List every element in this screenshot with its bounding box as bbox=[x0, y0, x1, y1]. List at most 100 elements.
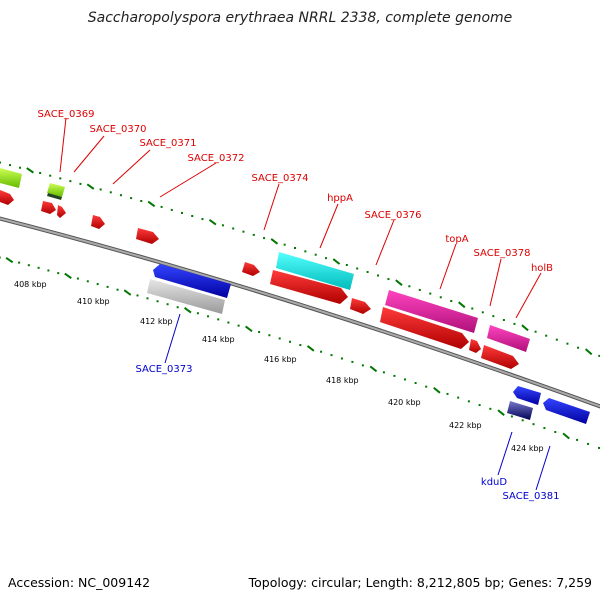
label-SACE_0381[interactable]: SACE_0381 bbox=[503, 491, 560, 502]
gene-lime[interactable] bbox=[47, 183, 65, 197]
gene-topA[interactable] bbox=[385, 290, 478, 333]
minor-tick bbox=[217, 318, 220, 321]
minor-tick bbox=[69, 180, 72, 183]
major-tick bbox=[208, 218, 217, 226]
minor-tick bbox=[227, 321, 230, 324]
label-SACE_0370[interactable]: SACE_0370 bbox=[90, 124, 147, 135]
minor-tick bbox=[439, 296, 442, 299]
minor-tick bbox=[130, 197, 133, 200]
label-SACE_0369[interactable]: SACE_0369 bbox=[38, 109, 95, 120]
minor-tick bbox=[532, 423, 535, 426]
gene-arrow[interactable] bbox=[0, 190, 14, 205]
minor-tick bbox=[146, 297, 149, 300]
label-hppA[interactable]: hppA bbox=[327, 193, 353, 204]
minor-tick bbox=[377, 274, 380, 277]
label-topA[interactable]: topA bbox=[445, 234, 468, 245]
scale-label: 410 kbp bbox=[77, 297, 110, 306]
major-tick bbox=[458, 301, 466, 309]
minor-tick bbox=[304, 250, 307, 253]
gene-holB[interactable] bbox=[487, 325, 530, 352]
minor-tick bbox=[576, 438, 579, 441]
gene-SACE_0381[interactable] bbox=[543, 398, 590, 424]
minor-tick bbox=[268, 334, 271, 337]
major-tick bbox=[270, 238, 279, 245]
minor-tick bbox=[18, 261, 21, 264]
gene-SACE_0373[interactable] bbox=[153, 264, 231, 298]
minor-tick bbox=[176, 306, 179, 309]
major-tick bbox=[332, 258, 341, 265]
leader-lines bbox=[59, 117, 551, 491]
label-SACE_0373[interactable]: SACE_0373 bbox=[136, 364, 193, 375]
minor-tick bbox=[382, 371, 385, 374]
minor-tick bbox=[566, 342, 569, 345]
minor-tick bbox=[37, 266, 40, 269]
minor-tick bbox=[283, 243, 286, 246]
minor-tick bbox=[57, 272, 60, 275]
minor-tick bbox=[457, 396, 460, 399]
minor-tick bbox=[263, 237, 266, 240]
minor-tick bbox=[577, 346, 580, 349]
major-tick bbox=[245, 325, 253, 333]
minor-tick bbox=[330, 354, 333, 357]
major-tick bbox=[147, 200, 156, 208]
minor-tick bbox=[408, 285, 411, 288]
major-tick bbox=[64, 272, 72, 279]
accession-text: Accession: NC_009142 bbox=[8, 575, 151, 590]
minor-tick bbox=[471, 307, 474, 310]
minor-tick bbox=[387, 278, 390, 281]
gene-arrow[interactable] bbox=[270, 270, 348, 304]
gene-grey[interactable] bbox=[147, 279, 225, 314]
minor-tick bbox=[79, 182, 82, 185]
minor-tick bbox=[140, 200, 143, 202]
minor-tick bbox=[361, 364, 364, 367]
gene-arrow[interactable] bbox=[41, 201, 56, 214]
gene-arrow[interactable] bbox=[481, 345, 519, 369]
minor-tick bbox=[294, 247, 296, 249]
minor-tick bbox=[521, 419, 524, 422]
label-SACE_0376[interactable]: SACE_0376 bbox=[365, 210, 422, 221]
gene-hppA[interactable] bbox=[276, 252, 354, 290]
label-holB[interactable]: holB bbox=[531, 263, 553, 274]
label-SACE_0374[interactable]: SACE_0374 bbox=[252, 173, 309, 184]
label-SACE_0371[interactable]: SACE_0371 bbox=[140, 138, 197, 149]
minor-tick bbox=[513, 322, 516, 325]
gene-arrow[interactable] bbox=[57, 205, 66, 218]
minor-tick bbox=[166, 303, 169, 306]
gene-labels: SACE_0369 SACE_0370 SACE_0371 SACE_0372 … bbox=[38, 109, 560, 502]
gene-arrow[interactable] bbox=[91, 215, 105, 229]
label-SACE_0372[interactable]: SACE_0372 bbox=[188, 153, 245, 164]
gene-arrow[interactable] bbox=[242, 262, 260, 276]
minor-tick bbox=[76, 277, 79, 280]
label-kduD[interactable]: kduD bbox=[481, 477, 507, 488]
scale-label: 420 kbp bbox=[388, 398, 421, 407]
scale-label: 416 kbp bbox=[264, 355, 297, 364]
minor-tick bbox=[258, 331, 261, 334]
minor-tick bbox=[96, 283, 99, 286]
major-tick bbox=[123, 289, 132, 296]
minor-tick bbox=[478, 404, 481, 407]
minor-tick bbox=[314, 253, 317, 256]
minor-tick bbox=[467, 400, 470, 403]
gene-lime[interactable] bbox=[0, 168, 22, 188]
minor-tick bbox=[109, 191, 112, 194]
major-tick bbox=[521, 324, 529, 332]
gene-arrow[interactable] bbox=[469, 339, 481, 353]
gene-arrow[interactable] bbox=[136, 228, 159, 244]
minor-tick bbox=[196, 312, 199, 315]
scale-label: 424 kbp bbox=[511, 444, 544, 453]
label-SACE_0378[interactable]: SACE_0378 bbox=[474, 248, 531, 259]
major-tick bbox=[562, 432, 570, 440]
gene-arrow[interactable] bbox=[350, 298, 371, 314]
minor-tick bbox=[47, 269, 50, 272]
minor-tick bbox=[502, 319, 505, 321]
minor-tick bbox=[0, 256, 1, 259]
topology-text: Topology: circular; Length: 8,212,805 bp… bbox=[248, 575, 592, 590]
gene-arrow[interactable] bbox=[380, 307, 469, 349]
genome-backbone bbox=[0, 216, 600, 409]
minor-tick bbox=[320, 350, 323, 353]
gene-kduD[interactable] bbox=[513, 386, 541, 405]
minor-tick bbox=[119, 194, 122, 197]
gene-navy[interactable] bbox=[507, 401, 533, 420]
minor-tick bbox=[59, 177, 62, 180]
minor-tick bbox=[232, 227, 235, 230]
